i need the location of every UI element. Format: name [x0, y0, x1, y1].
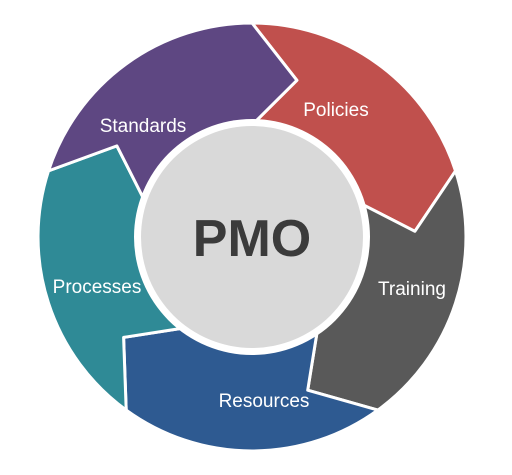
segment-label-standards: Standards [100, 116, 187, 137]
labels-layer: Policies Training Resources Processes St… [53, 100, 446, 412]
segment-label-training: Training [378, 279, 446, 300]
center-hub-fill [141, 126, 363, 348]
segment-label-policies: Policies [303, 100, 368, 121]
segment-label-resources: Resources [219, 391, 310, 412]
center-label: PMO [193, 210, 311, 268]
segment-label-processes: Processes [53, 277, 142, 298]
segments-layer [36, 21, 468, 453]
